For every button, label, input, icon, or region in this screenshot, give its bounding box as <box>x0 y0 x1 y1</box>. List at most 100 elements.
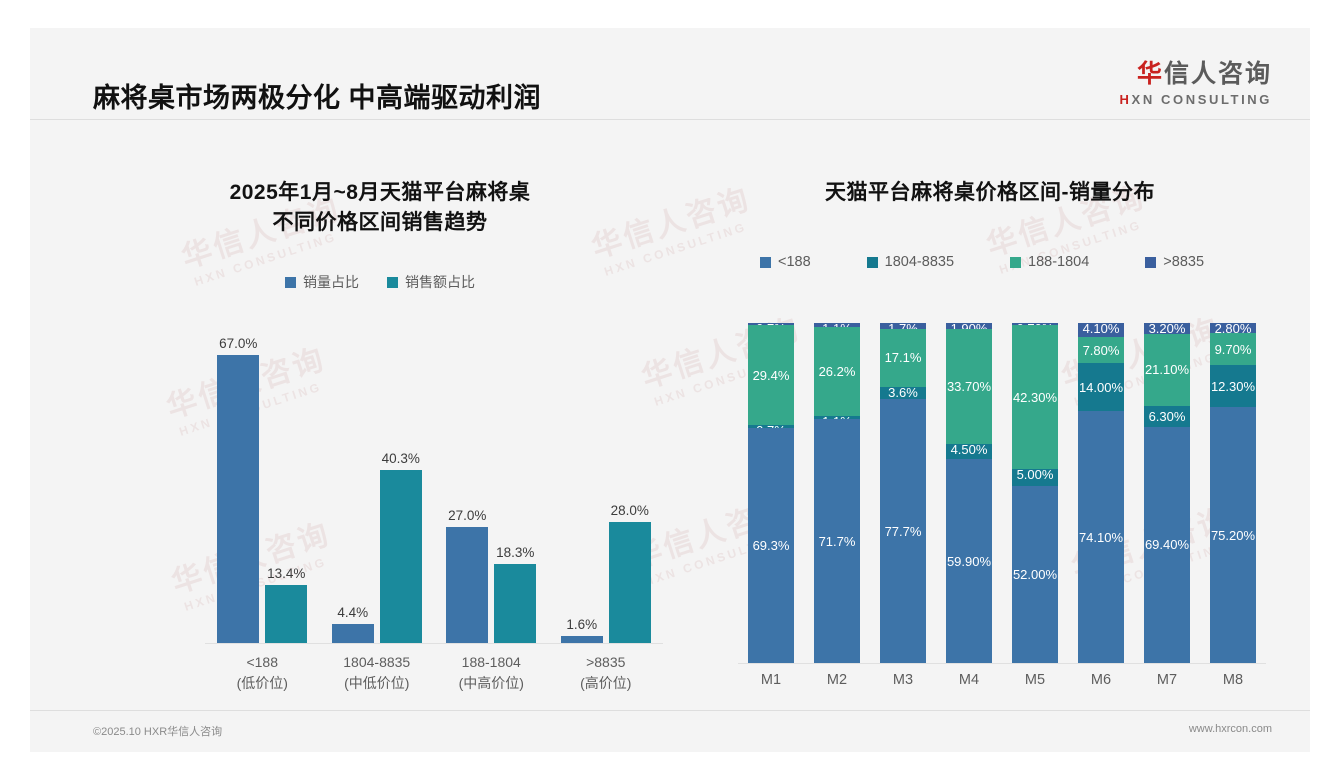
stack-segment-label: 7.80% <box>1082 342 1120 358</box>
stack-segment[interactable]: 2.80% <box>1210 321 1256 336</box>
stacked-bar[interactable]: 1.1%26.2%1.1%71.7% <box>814 321 860 664</box>
x-axis-tick-label: <188 <box>246 654 279 670</box>
stacked-bar[interactable]: 0.7%29.4%0.7%69.3% <box>748 321 794 663</box>
stack-segment-label: 4.50% <box>950 442 988 458</box>
bar-value-label: 27.0% <box>448 507 487 523</box>
stack-segment[interactable]: 12.30% <box>1210 365 1256 408</box>
bar[interactable] <box>217 354 260 643</box>
bar-column[interactable]: 1.6% <box>560 617 603 643</box>
bar[interactable] <box>446 526 489 643</box>
grouped-bar-chart: 67.0% 13.4% 4.4% 40.3% 27.0% 18.3% 1.6% 28.0% <… <box>97 333 663 691</box>
stack-segment-label: 26.2% <box>818 363 856 379</box>
legend-item-188[interactable]: <188 <box>760 254 811 270</box>
stacked-bar[interactable]: 2.80% 9.70% 12.30% 75.20% <box>1210 321 1256 663</box>
stack-segment[interactable]: 75.20% <box>1210 407 1256 663</box>
legend-label: 188-1804 <box>1028 254 1090 270</box>
legend-swatch-icon <box>1145 256 1157 268</box>
stack-segment-label: 4.10% <box>1082 321 1120 336</box>
stack-segment[interactable]: 33.70% <box>946 329 992 445</box>
legend-swatch-icon <box>1010 256 1022 268</box>
website-url: www.hxrcon.com <box>1188 723 1272 735</box>
stack-segment[interactable]: 3.20% <box>1144 321 1190 336</box>
bar-column[interactable]: 27.0% <box>446 508 489 643</box>
x-axis-tick-label: M7 <box>1156 672 1178 688</box>
legend-item-188-1804[interactable]: 188-1804 <box>1010 254 1089 270</box>
bar-value-label: 67.0% <box>219 335 258 351</box>
stack-segment[interactable]: 4.50% <box>946 442 992 460</box>
legend-item-volume[interactable]: 销量占比 <box>285 272 359 292</box>
bar-column[interactable]: 28.0% <box>608 503 651 643</box>
bar-column[interactable]: 67.0% <box>217 336 260 643</box>
bar-column[interactable]: 40.3% <box>379 451 422 643</box>
bar-column[interactable]: 18.3% <box>494 545 537 643</box>
bar[interactable] <box>608 522 651 643</box>
bar[interactable] <box>379 469 422 643</box>
slide-footer: ©2025.10 HXR华信人咨询 www.hxrcon.com <box>30 710 1310 752</box>
x-axis-tick: >8835 (高价位) <box>549 652 664 694</box>
stack-segment-label: 42.30% <box>1012 389 1058 405</box>
stack-segment-label: 75.20% <box>1210 527 1256 543</box>
x-axis-tick-sublabel: (中低价位) <box>344 675 410 691</box>
x-axis-tick-label: 188-1804 <box>461 654 521 670</box>
x-axis-tick: 188-1804 (中高价位) <box>434 652 549 694</box>
stack-segment[interactable]: 71.7% <box>814 419 860 664</box>
bar-column[interactable]: 4.4% <box>331 605 374 643</box>
stack-segment[interactable]: 69.3% <box>748 427 794 663</box>
bar-value-label: 13.4% <box>267 566 306 582</box>
stacked-bar-chart: 0.7%29.4%0.7%69.3%1.1%26.2%1.1%71.7%1.7%… <box>718 321 1274 688</box>
legend-swatch-icon <box>866 256 878 268</box>
stack-segment[interactable]: 9.70% <box>1210 332 1256 366</box>
stack-segment-label: 29.4% <box>752 367 790 383</box>
slide-canvas: 华信人咨询 HXN CONSULTING 华信人咨询 HXN CONSULTIN… <box>30 28 1310 752</box>
bar-value-label: 18.3% <box>496 545 535 561</box>
stack-segment-label: 14.00% <box>1078 379 1124 395</box>
bar-value-label: 40.3% <box>381 450 420 466</box>
stack-segment[interactable]: 21.10% <box>1144 333 1190 406</box>
stacked-bar[interactable]: 3.20% 21.10% 6.30% 69.40% <box>1144 321 1190 663</box>
stack-segment[interactable]: 7.80% <box>1078 336 1124 364</box>
bar[interactable] <box>265 585 308 643</box>
stacked-bar[interactable]: 1.7%17.1%3.6%77.7% <box>880 321 926 663</box>
legend-label: <188 <box>778 254 811 270</box>
stack-segment[interactable]: 14.00% <box>1078 363 1124 412</box>
stack-segment[interactable]: 74.10% <box>1078 411 1124 663</box>
stack-segment[interactable]: 17.1% <box>880 328 926 387</box>
stack-segment-label: 17.1% <box>884 350 922 366</box>
stack-segment[interactable]: 52.00% <box>1012 486 1058 663</box>
legend-item-revenue[interactable]: 销售额占比 <box>387 272 475 292</box>
bar-group: 27.0% 18.3% <box>434 333 549 643</box>
logo-chinese: 华信人咨询 <box>1120 54 1272 90</box>
bar[interactable] <box>494 564 537 643</box>
slide-header: 麻将桌市场两极分化 中高端驱动利润 华信人咨询 HXN CONSULTING <box>30 28 1310 120</box>
legend-label: 1804-8835 <box>884 254 955 270</box>
stacked-bar[interactable]: 0.70%42.30%5.00%52.00% <box>1012 321 1058 663</box>
stack-segment[interactable]: 4.10% <box>1078 321 1124 337</box>
stack-segment[interactable]: 6.30% <box>1144 405 1190 428</box>
bar[interactable] <box>560 636 603 643</box>
legend-swatch-icon <box>387 276 398 288</box>
stack-segment-label: 3.20% <box>1148 321 1186 336</box>
bar-value-label: 28.0% <box>610 503 649 519</box>
bar[interactable] <box>331 624 374 643</box>
stack-segment[interactable]: 3.6% <box>880 385 926 400</box>
stack-segment[interactable]: 42.30% <box>1012 325 1058 470</box>
stack-segment[interactable]: 26.2% <box>814 326 860 416</box>
x-axis-tick-label: M4 <box>958 672 980 688</box>
stack-segment[interactable]: 77.7% <box>880 399 926 663</box>
stack-segment[interactable]: 5.00% <box>1012 467 1058 487</box>
legend-label: 销售额占比 <box>405 274 475 290</box>
stacked-bar[interactable]: 1.90%33.70%4.50%59.90% <box>946 321 992 663</box>
legend-item-1804-8835[interactable]: 1804-8835 <box>866 254 955 270</box>
stack-segment[interactable]: 69.40% <box>1144 427 1190 663</box>
x-axis-tick: 1804-8835 (中低价位) <box>320 652 435 694</box>
legend-item-8835[interactable]: >8835 <box>1145 254 1204 270</box>
bar-column[interactable]: 13.4% <box>265 566 308 643</box>
stack-segment[interactable]: 29.4% <box>748 325 794 426</box>
x-axis-tick-label: >8835 <box>586 654 626 670</box>
stacked-bar[interactable]: 4.10% 7.80% 14.00% 74.10% <box>1078 321 1124 663</box>
stack-segment-label: 71.7% <box>818 533 856 549</box>
right-chart-panel: 天猫平台麻将桌价格区间-销量分布 <188 1804-8835 188-1804 >8… <box>690 128 1290 708</box>
legend-swatch-icon <box>760 256 771 268</box>
x-axis-tick: <188 (低价位) <box>205 652 320 694</box>
stack-segment[interactable]: 59.90% <box>946 459 992 663</box>
